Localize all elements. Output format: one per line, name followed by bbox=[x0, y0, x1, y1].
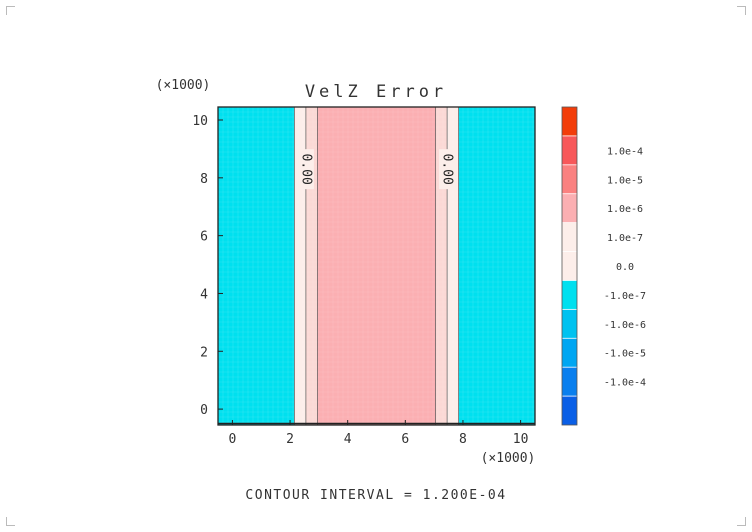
y-tick-label: 8 bbox=[200, 172, 208, 187]
plot-frame bbox=[217, 106, 536, 426]
contour-band-2 bbox=[305, 107, 318, 425]
y-tick-label: 0 bbox=[200, 403, 208, 418]
y-axis-multiplier: (×1000) bbox=[156, 78, 211, 93]
colorbar-label-1: 1.0e-4 bbox=[607, 146, 643, 157]
contour-band-6 bbox=[458, 107, 535, 425]
colorbar-label-5: 0.0 bbox=[616, 262, 634, 273]
y-tick-label: 2 bbox=[200, 345, 208, 360]
x-tick-label: 6 bbox=[401, 432, 409, 447]
contour-band-0 bbox=[218, 107, 295, 425]
x-axis: 0 2 4 6 8 10 bbox=[228, 420, 528, 447]
contour-label-bg-1 bbox=[439, 149, 456, 190]
crop-mark-bottom-left bbox=[6, 517, 15, 526]
colorbar-swatch-9 bbox=[562, 367, 577, 397]
colorbar-swatch-2 bbox=[562, 164, 577, 194]
colorbar-swatch-0 bbox=[562, 107, 577, 136]
colorbar-label-3: 1.0e-6 bbox=[607, 204, 643, 215]
colorbar-swatch-5 bbox=[562, 251, 577, 281]
contour-band-4 bbox=[435, 107, 448, 425]
colorbar-swatch-8 bbox=[562, 338, 577, 368]
colorbar-swatch-7 bbox=[562, 309, 577, 339]
colorbar-label-8: -1.0e-5 bbox=[604, 349, 646, 360]
x-tick-label: 2 bbox=[286, 432, 294, 447]
contour-label-0: 0.00 bbox=[298, 153, 313, 184]
colorbar-label-4: 1.0e-7 bbox=[607, 233, 643, 244]
colorbar-label-2: 1.0e-5 bbox=[607, 175, 643, 186]
x-axis-multiplier: (×1000) bbox=[481, 451, 536, 466]
y-tick-label: 4 bbox=[200, 287, 208, 302]
contour-label-bg-0 bbox=[297, 149, 314, 190]
crop-mark-top-right bbox=[737, 6, 746, 15]
contour-labels: 0.00 0.00 bbox=[297, 149, 456, 190]
colorbar-frame bbox=[561, 106, 578, 426]
y-tick-label: 6 bbox=[200, 230, 208, 245]
colorbar: 1.0e-4 1.0e-5 1.0e-6 1.0e-7 0.0 -1.0e-7 -1.0e-… bbox=[561, 106, 646, 426]
colorbar-label-7: -1.0e-6 bbox=[604, 320, 646, 331]
x-tick-label: 0 bbox=[228, 432, 236, 447]
colorbar-swatch-3 bbox=[562, 193, 577, 223]
colorbar-label-9: -1.0e-4 bbox=[604, 378, 646, 389]
crop-mark-bottom-right bbox=[737, 517, 746, 526]
y-tick-label: 10 bbox=[192, 114, 208, 129]
colorbar-label-6: -1.0e-7 bbox=[604, 291, 646, 302]
x-tick-label: 10 bbox=[513, 432, 529, 447]
chart-title: VelZ Error bbox=[305, 82, 447, 102]
colorbar-swatch-10 bbox=[562, 396, 577, 425]
contour-band-5 bbox=[447, 107, 459, 425]
y-axis: 0 2 4 6 8 10 bbox=[192, 114, 223, 418]
contour-band-3 bbox=[317, 107, 436, 425]
colorbar-swatch-1 bbox=[562, 135, 577, 165]
colorbar-swatch-4 bbox=[562, 222, 577, 252]
x-tick-label: 8 bbox=[459, 432, 467, 447]
colorbar-swatch-6 bbox=[562, 280, 577, 310]
crop-mark-top-left bbox=[6, 6, 15, 15]
x-tick-label: 4 bbox=[344, 432, 352, 447]
contour-interval-note: CONTOUR INTERVAL = 1.200E-04 bbox=[245, 488, 506, 503]
plot-area bbox=[218, 107, 535, 425]
contour-band-1 bbox=[294, 107, 306, 425]
contour-label-1: 0.00 bbox=[440, 153, 455, 184]
